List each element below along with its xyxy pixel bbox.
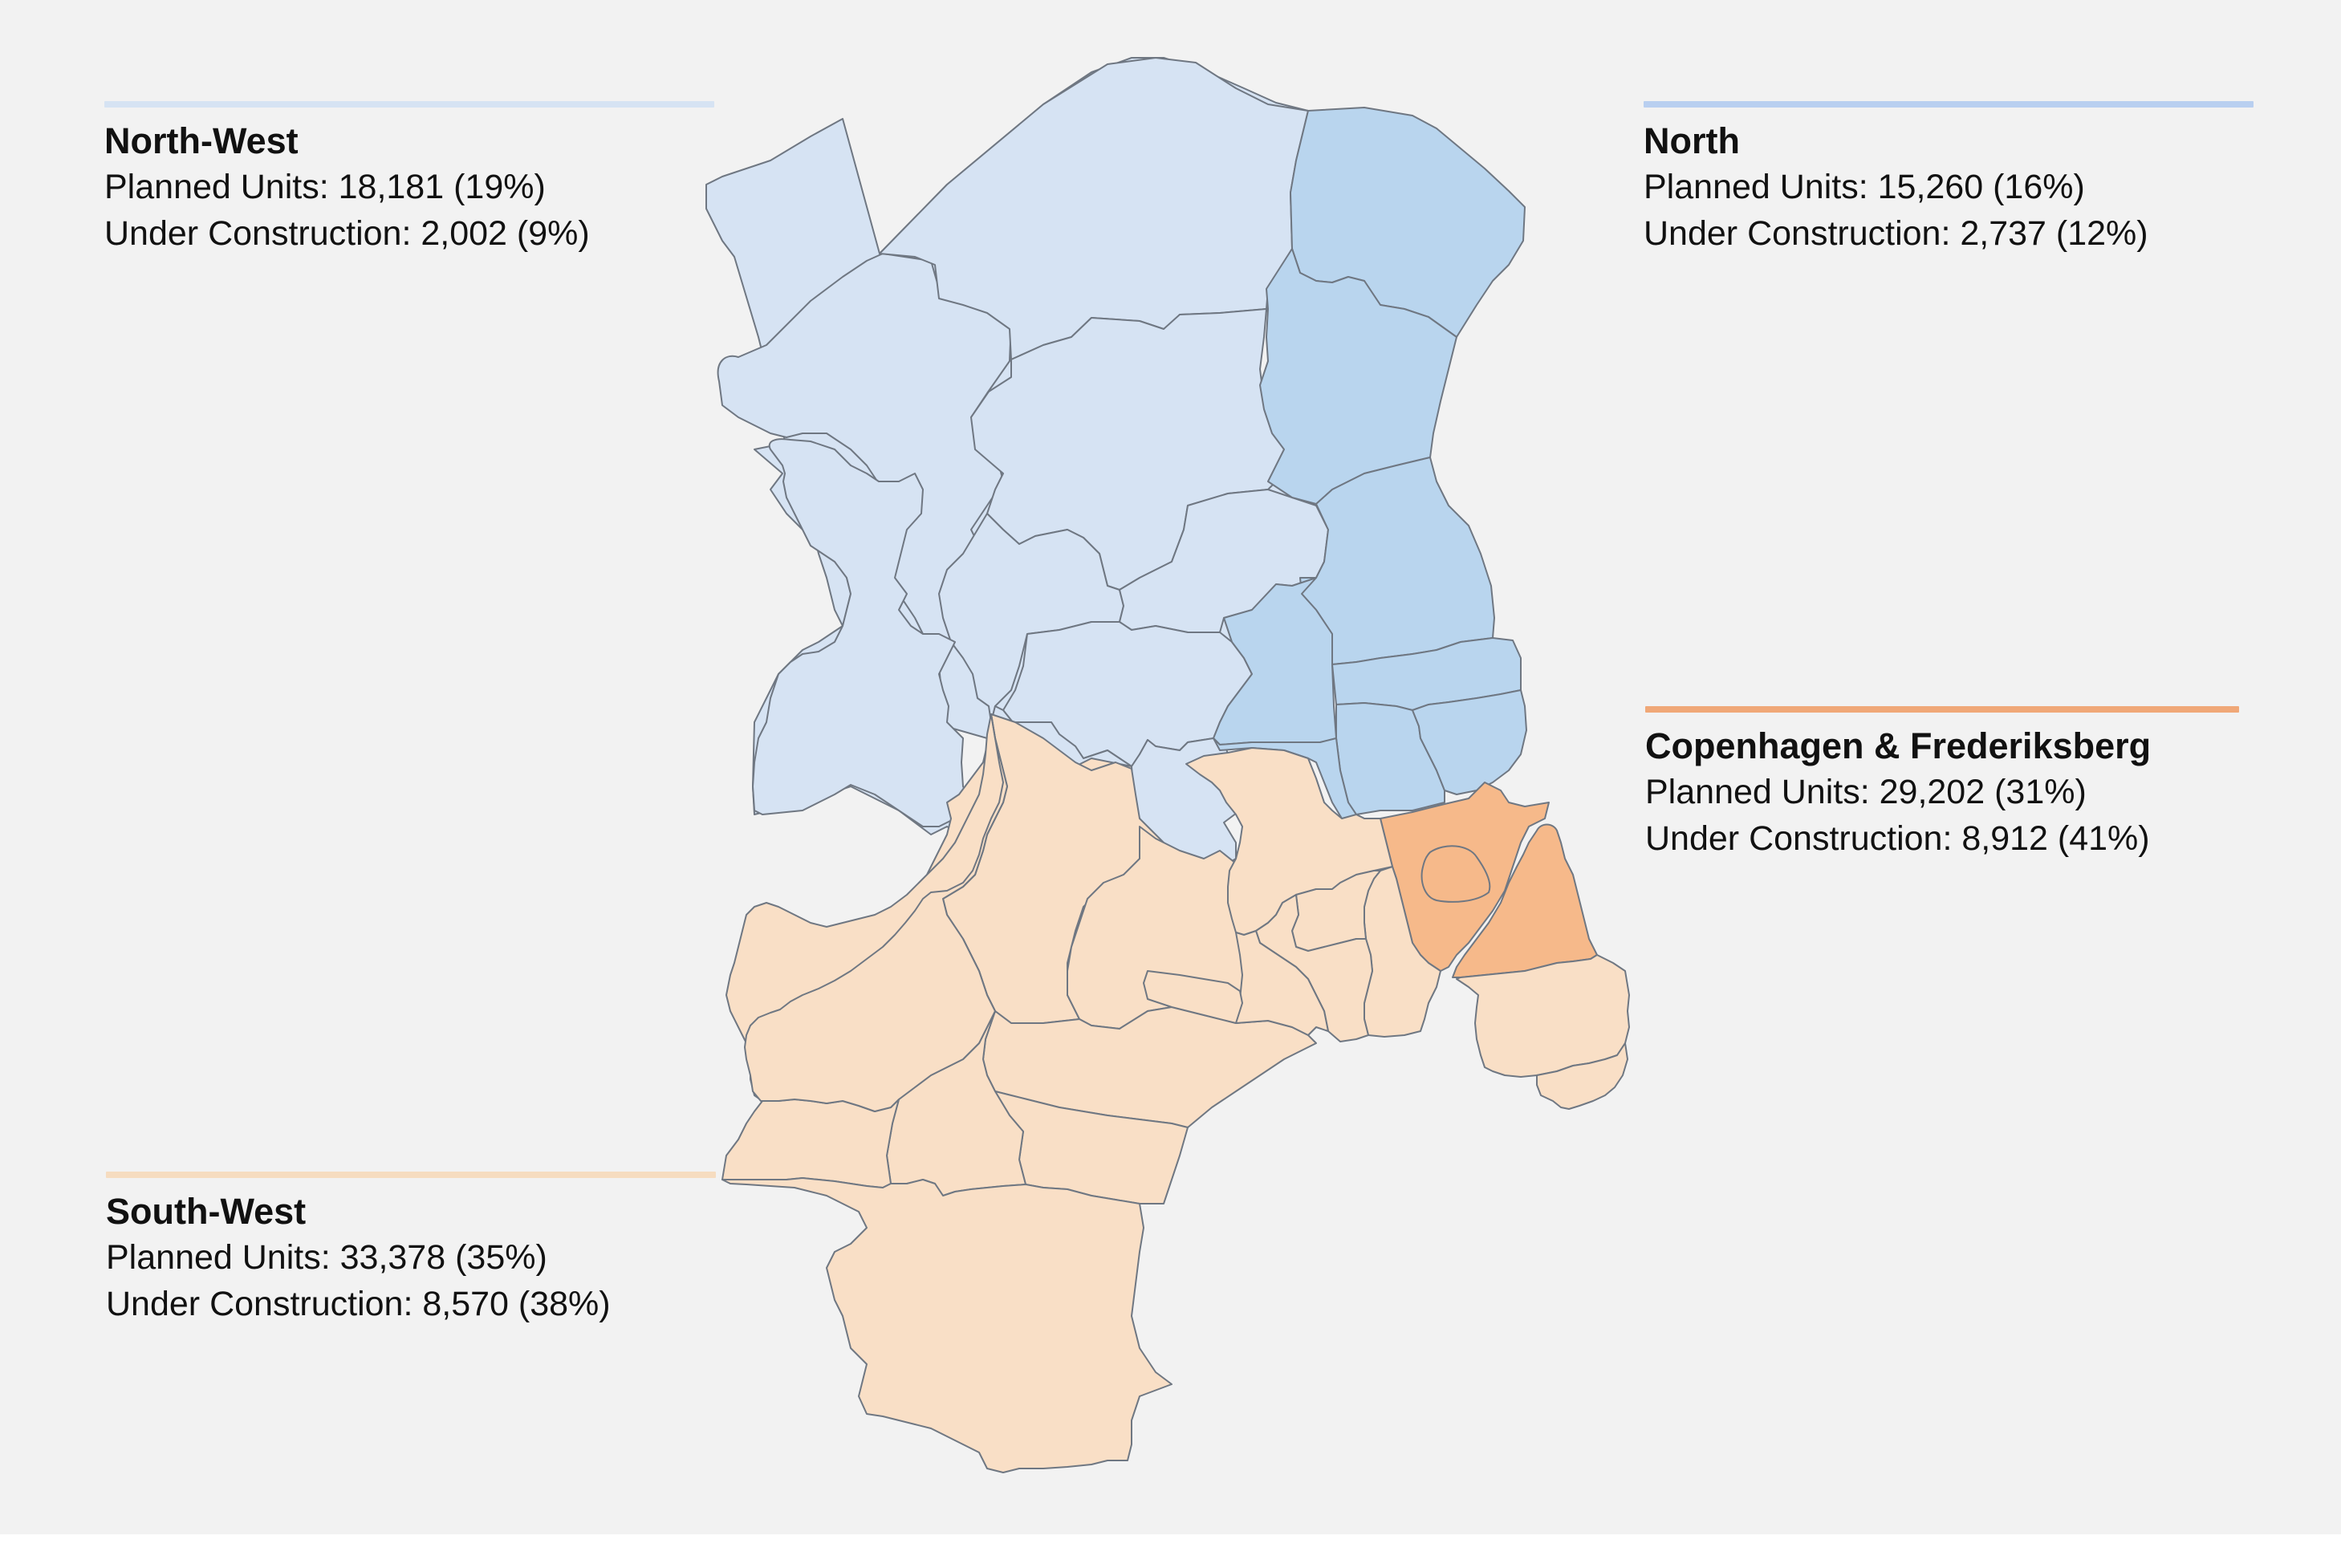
under-construction-label: Under Construction: 8,570 (38%) — [106, 1285, 611, 1323]
legend-rule-copenhagen-frederiksberg — [1645, 706, 2239, 713]
region-name: North-West — [104, 120, 299, 161]
municipality-sw-inner-9 — [1143, 970, 1243, 1024]
municipality-frederiksberg — [1420, 845, 1491, 903]
region-south-west-lobe[interactable] — [737, 713, 1013, 1112]
planned-units-label: Planned Units: 18,181 (19%) — [104, 168, 546, 206]
map-canvas: North-West Planned Units: 18,181 (19%) U… — [0, 0, 2341, 1534]
under-construction-label: Under Construction: 8,912 (41%) — [1645, 819, 2150, 858]
region-name: North — [1644, 120, 1740, 161]
region-north-west-main[interactable] — [752, 57, 1329, 869]
legend-rule-south-west — [106, 1172, 716, 1178]
legend-rule-north-west — [104, 101, 714, 108]
region-name: Copenhagen & Frederiksberg — [1645, 725, 2152, 766]
planned-units-label: Planned Units: 15,260 (16%) — [1644, 168, 2085, 206]
municipality-sw-lobe-main — [744, 713, 1008, 1112]
planned-units-label: Planned Units: 29,202 (31%) — [1645, 773, 2087, 811]
legend-north-west: North-West Planned Units: 18,181 (19%) U… — [104, 101, 714, 257]
region-name: South-West — [106, 1191, 307, 1232]
under-construction-label: Under Construction: 2,737 (12%) — [1644, 214, 2148, 253]
municipality-taarnby — [1456, 954, 1630, 1078]
municipality-n-7 — [1412, 689, 1527, 795]
legend-rule-north — [1644, 101, 2254, 108]
legend-north: North Planned Units: 15,260 (16%) Under … — [1644, 101, 2254, 257]
planned-units-label: Planned Units: 33,378 (35%) — [106, 1238, 547, 1277]
region-map — [705, 57, 1630, 1473]
region-south-west-east[interactable] — [1456, 954, 1630, 1110]
region-south-west-inner[interactable] — [1067, 747, 1441, 1043]
under-construction-label: Under Construction: 2,002 (9%) — [104, 214, 590, 253]
municipality-dragoer — [1536, 1042, 1628, 1110]
legend-copenhagen-frederiksberg: Copenhagen & Frederiksberg Planned Units… — [1645, 706, 2239, 862]
region-copenhagen-frederiksberg[interactable] — [1380, 782, 1598, 978]
municipality-nw-3 — [938, 513, 1124, 723]
legend-south-west: South-West Planned Units: 33,378 (35%) U… — [106, 1172, 716, 1327]
region-north[interactable] — [1213, 107, 1527, 823]
municipality-nw-8 — [752, 438, 972, 827]
municipality-sw-h — [721, 1177, 1173, 1473]
